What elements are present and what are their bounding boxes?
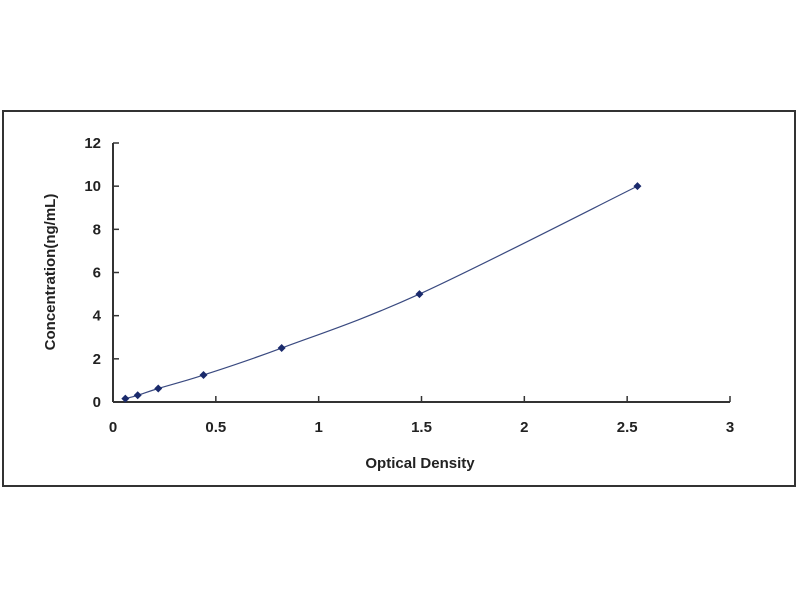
x-tick-label: 0 <box>109 419 117 436</box>
data-point <box>199 371 208 380</box>
chart-frame <box>2 110 796 487</box>
data-point <box>633 182 642 191</box>
data-point <box>133 391 142 400</box>
x-tick-label: 2 <box>520 419 528 436</box>
x-tick-label: 0.5 <box>205 419 226 436</box>
data-point <box>121 394 130 403</box>
x-tick-label: 2.5 <box>617 419 638 436</box>
y-tick-label: 4 <box>93 308 102 325</box>
x-axis-label: Optical Density <box>365 455 475 472</box>
y-tick-label: 2 <box>93 351 101 368</box>
x-tick-label: 3 <box>726 419 734 436</box>
data-point <box>154 384 163 393</box>
y-axis-label: Concentration(ng/mL) <box>42 194 59 351</box>
x-tick-label: 1 <box>314 419 322 436</box>
y-tick-label: 10 <box>84 178 101 195</box>
fit-curve <box>125 185 638 400</box>
y-tick-label: 8 <box>93 221 101 238</box>
data-point <box>277 344 286 353</box>
data-point <box>415 290 424 299</box>
x-tick-label: 1.5 <box>411 419 432 436</box>
y-tick-label: 12 <box>84 135 101 152</box>
y-tick-label: 0 <box>93 394 101 411</box>
y-tick-label: 6 <box>93 265 101 282</box>
